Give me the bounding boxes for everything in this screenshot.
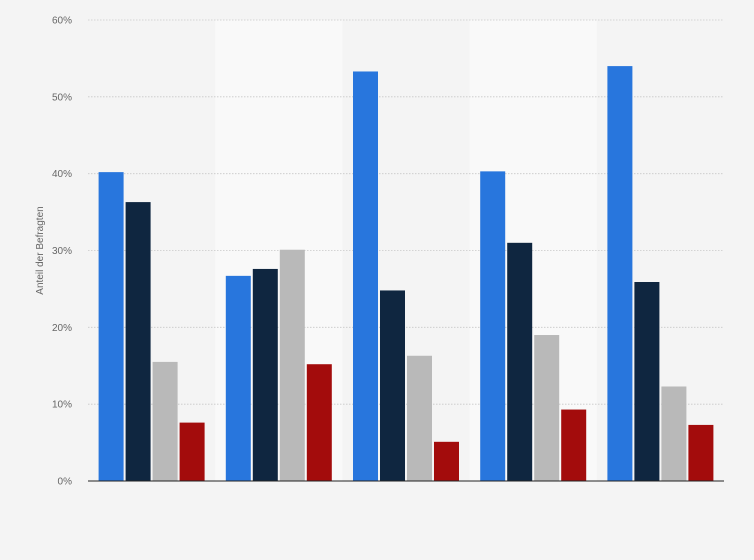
bar[interactable] xyxy=(434,441,459,481)
bar[interactable] xyxy=(279,249,305,481)
gridlines xyxy=(88,19,724,405)
bar[interactable] xyxy=(534,335,560,481)
bar[interactable] xyxy=(661,386,687,481)
y-tick-label: 40% xyxy=(52,169,72,180)
bar[interactable] xyxy=(607,66,633,481)
bar[interactable] xyxy=(480,171,506,481)
bar[interactable] xyxy=(152,361,178,481)
bar[interactable] xyxy=(353,71,378,481)
bar[interactable] xyxy=(125,202,151,481)
y-axis-title: Anteil der Befragten xyxy=(35,206,46,294)
y-tick-label: 10% xyxy=(52,400,72,411)
y-tick-label: 30% xyxy=(52,246,72,257)
bar[interactable] xyxy=(306,364,332,481)
y-axis-ticks: 0% 10% 20% 30% 40% 50% 60% xyxy=(52,16,72,488)
y-tick-label: 50% xyxy=(52,92,72,103)
bar[interactable] xyxy=(225,275,251,481)
bar[interactable] xyxy=(179,422,205,481)
bars xyxy=(98,66,714,481)
y-tick-label: 0% xyxy=(58,477,73,488)
bar[interactable] xyxy=(380,290,405,481)
bar[interactable] xyxy=(688,424,714,481)
bar[interactable] xyxy=(98,172,124,481)
bar[interactable] xyxy=(507,242,533,481)
y-tick-label: 20% xyxy=(52,323,72,334)
bar[interactable] xyxy=(407,355,432,481)
bar[interactable] xyxy=(252,268,278,481)
y-tick-label: 60% xyxy=(52,16,72,27)
bar[interactable] xyxy=(561,409,587,481)
bar[interactable] xyxy=(634,282,660,481)
